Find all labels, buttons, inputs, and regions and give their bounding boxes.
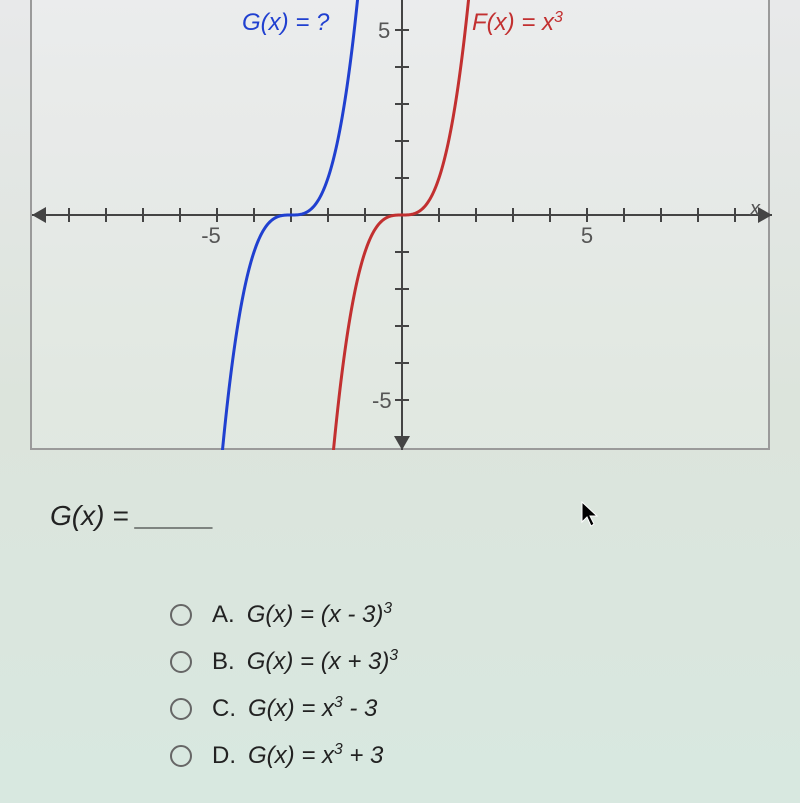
options-list: A. G(x) = (x - 3)3 B. G(x) = (x + 3)3 C. G(x)… [170, 600, 398, 788]
svg-text:-5: -5 [372, 388, 392, 413]
radio-icon[interactable] [170, 604, 192, 626]
option-letter: C. [212, 695, 236, 723]
svg-text:F(x) = x3: F(x) = x3 [472, 9, 563, 37]
cursor-icon [580, 500, 600, 528]
svg-text:5: 5 [378, 18, 390, 43]
svg-text:5: 5 [581, 223, 593, 248]
svg-text:-5: -5 [201, 223, 221, 248]
question-blank: _____ [136, 500, 214, 531]
option-C[interactable]: C. G(x) = x3 - 3 [170, 694, 398, 723]
option-expression: G(x) = x3 + 3 [248, 741, 383, 770]
question-fn: G [50, 500, 72, 531]
svg-text:G(x) = ?: G(x) = ? [242, 9, 330, 36]
radio-icon[interactable] [170, 651, 192, 673]
option-expression: G(x) = (x + 3)3 [247, 647, 398, 676]
question-text: G(x) = _____ [50, 500, 214, 532]
option-letter: B. [212, 648, 235, 676]
option-letter: D. [212, 742, 236, 770]
chart-container: -5 5 5 -5 G(x) = ? F(x) = x3 x [30, 0, 770, 450]
option-B[interactable]: B. G(x) = (x + 3)3 [170, 647, 398, 676]
option-letter: A. [212, 601, 235, 629]
chart-svg: -5 5 5 -5 G(x) = ? F(x) = x3 [32, 0, 772, 450]
option-expression: G(x) = (x - 3)3 [247, 600, 392, 629]
option-expression: G(x) = x3 - 3 [248, 694, 377, 723]
radio-icon[interactable] [170, 698, 192, 720]
x-axis-label: x [750, 198, 760, 221]
radio-icon[interactable] [170, 745, 192, 767]
option-D[interactable]: D. G(x) = x3 + 3 [170, 741, 398, 770]
option-A[interactable]: A. G(x) = (x - 3)3 [170, 600, 398, 629]
question-mid: (x) = [72, 500, 137, 531]
